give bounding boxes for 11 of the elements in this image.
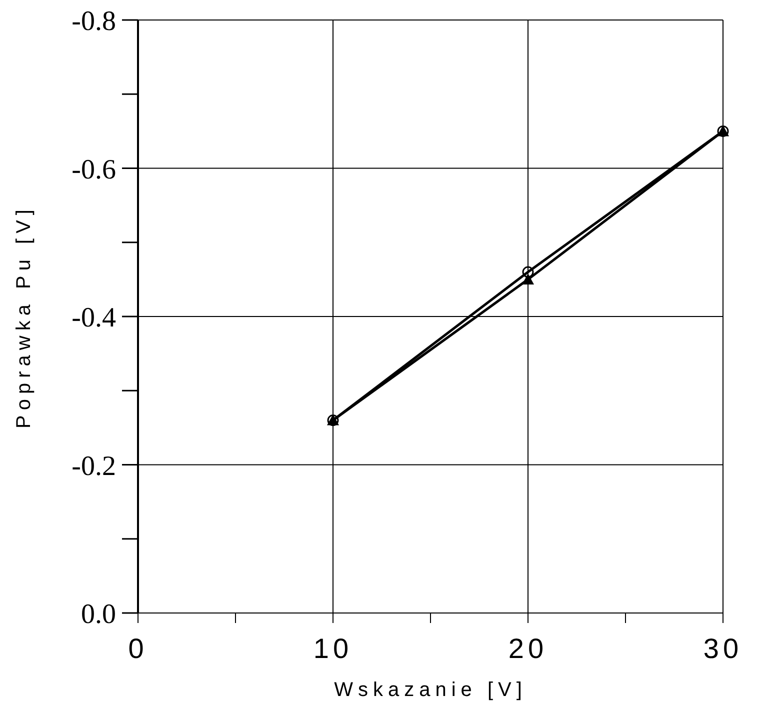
y-tick-label: -0.2 (72, 450, 116, 482)
y-axis-title: Poprawka Pu [V] (13, 204, 35, 428)
x-tick-label: 10 (313, 633, 353, 664)
y-tick-label: -0.4 (72, 302, 116, 334)
y-tick-label: -0.6 (72, 154, 116, 186)
x-tick-label: 0 (128, 633, 148, 664)
x-tick-label: 20 (508, 633, 548, 664)
y-tick-label: 0.0 (81, 599, 116, 630)
y-tick-label: -0.8 (72, 6, 116, 37)
x-tick-label: 30 (703, 633, 743, 664)
x-axis-title: Wskazanie [V] (334, 679, 527, 701)
